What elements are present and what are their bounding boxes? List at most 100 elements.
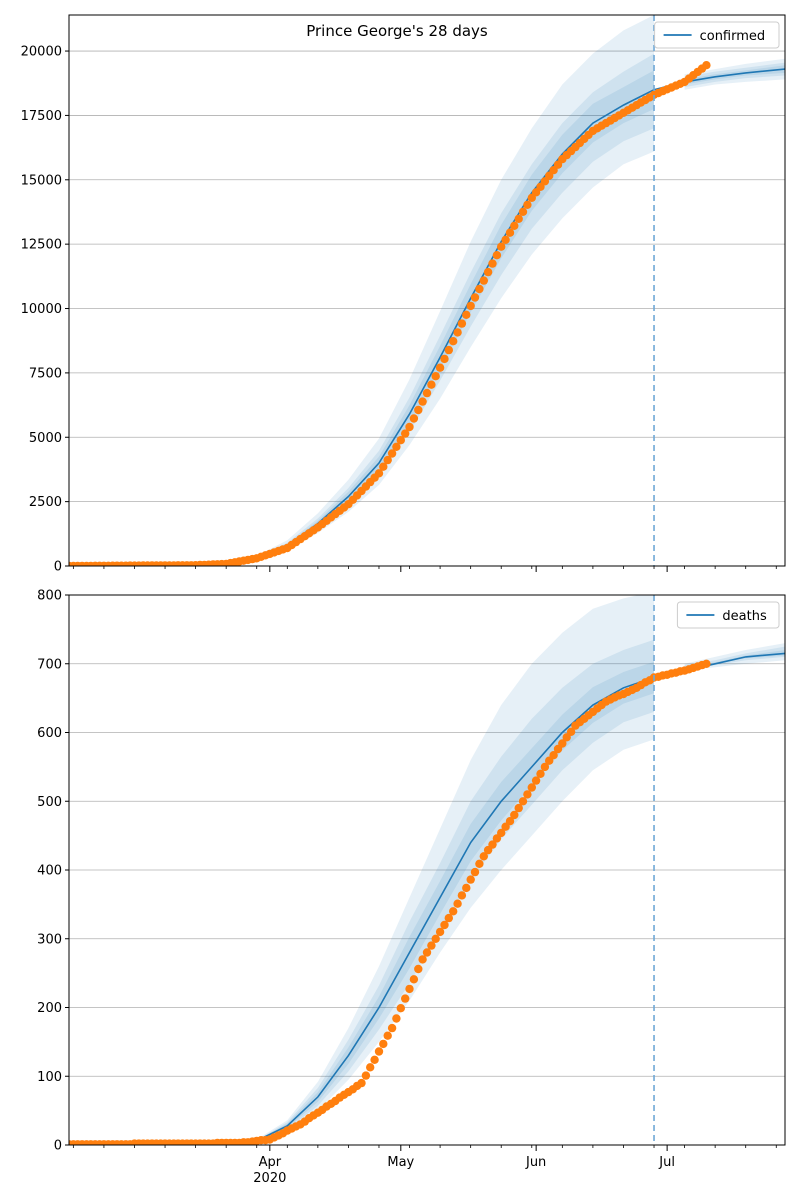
observed-point xyxy=(449,907,458,916)
observed-point xyxy=(366,1063,375,1072)
y-tick-label: 700 xyxy=(37,657,62,672)
observed-point xyxy=(361,1071,371,1080)
y-tick-label: 100 xyxy=(37,1070,62,1085)
observed-point xyxy=(514,214,523,223)
x-tick-label: Apr xyxy=(259,1155,282,1170)
observed-point xyxy=(702,60,711,70)
observed-point xyxy=(497,828,506,838)
plot-area xyxy=(69,595,785,1145)
observed-point xyxy=(514,803,523,813)
observed-point xyxy=(475,859,484,868)
observed-point xyxy=(387,1023,397,1033)
observed-point xyxy=(470,293,480,302)
legend-label: deaths xyxy=(722,609,767,624)
observed-point xyxy=(418,397,427,406)
observed-point xyxy=(401,994,410,1003)
observed-point xyxy=(462,883,471,893)
deaths-chart-panel: 0 100 200 300 400 500 600 700 800 Apr May Jun Jul 202… xyxy=(37,589,786,1186)
observed-point xyxy=(453,328,462,337)
observed-point xyxy=(475,284,484,294)
uncertainty-band xyxy=(69,639,654,1145)
observed-point xyxy=(505,817,515,826)
observed-point xyxy=(523,790,532,799)
observed-point xyxy=(431,934,440,943)
y-tick-label: 20000 xyxy=(21,45,62,60)
observed-point xyxy=(510,221,519,230)
y-tick-label: 2500 xyxy=(29,495,62,510)
observed-point xyxy=(518,207,528,216)
observed-point xyxy=(396,1004,405,1013)
y-tick-label: 300 xyxy=(37,932,62,947)
observed-point xyxy=(483,267,493,277)
observed-point xyxy=(488,259,497,268)
observed-point xyxy=(501,235,510,244)
observed-point xyxy=(505,228,515,237)
observed-point xyxy=(444,913,453,923)
observed-point xyxy=(466,875,475,884)
observed-point xyxy=(418,955,427,964)
legend-box xyxy=(654,21,780,49)
y-tick-label: 5000 xyxy=(29,431,62,446)
observed-point xyxy=(479,852,488,861)
observed-point xyxy=(435,927,445,937)
y-tick-label: 600 xyxy=(37,726,62,741)
observed-point xyxy=(466,301,475,311)
observed-point xyxy=(409,975,419,984)
chart-title: Prince George's 28 days xyxy=(306,22,488,40)
observed-point xyxy=(422,948,432,957)
model-line xyxy=(69,68,785,566)
observed-point xyxy=(383,1031,392,1040)
observed-point xyxy=(374,469,384,478)
observed-point xyxy=(357,1078,366,1088)
x-year-label: 2020 xyxy=(253,1171,286,1186)
observed-point xyxy=(414,405,423,415)
y-tick-label: 400 xyxy=(37,864,62,879)
observed-point xyxy=(444,345,453,355)
observed-point xyxy=(702,659,711,668)
axes-frame xyxy=(68,14,786,567)
uncertainty-band xyxy=(69,15,654,566)
observed-point xyxy=(431,372,440,381)
observed-point xyxy=(549,751,558,760)
observed-point xyxy=(449,337,458,346)
uncertainty-band xyxy=(69,70,654,566)
observed-point xyxy=(405,422,414,432)
observed-point xyxy=(379,1039,388,1049)
y-tick-label: 10000 xyxy=(21,302,62,317)
observed-point xyxy=(370,1055,379,1065)
observed-point xyxy=(540,762,550,772)
uncertainty-band xyxy=(69,595,654,1145)
observed-point xyxy=(470,867,480,877)
observed-point xyxy=(379,462,388,471)
observed-point xyxy=(392,1014,401,1023)
observed-point xyxy=(479,276,488,285)
y-tick-label: 17500 xyxy=(21,109,62,124)
observed-point xyxy=(510,810,519,820)
confirmed-chart-panel: 0 2500 5000 7500 10000 12500 15000 17500 20000 Pr… xyxy=(21,14,786,575)
observed-point xyxy=(536,769,545,778)
observed-point xyxy=(566,727,576,736)
observed-point xyxy=(453,899,462,908)
y-tick-label: 15000 xyxy=(21,173,62,188)
y-tick-label: 500 xyxy=(37,795,62,810)
observed-point xyxy=(527,783,536,792)
uncertainty-band xyxy=(69,661,654,1145)
observed-point xyxy=(492,251,502,260)
legend-label: confirmed xyxy=(700,29,766,44)
legend-box xyxy=(676,601,780,629)
observed-point xyxy=(427,380,436,389)
x-tick-label: May xyxy=(387,1155,414,1170)
observed-point xyxy=(405,984,414,994)
observed-point xyxy=(558,739,567,748)
y-tick-label: 0 xyxy=(54,1139,62,1154)
observed-point xyxy=(488,840,497,849)
observed-point xyxy=(435,363,445,372)
uncertainty-band xyxy=(69,53,654,566)
y-tick-label: 7500 xyxy=(29,366,62,381)
observed-point xyxy=(457,319,467,328)
observed-point xyxy=(518,797,528,806)
observed-point xyxy=(383,455,392,465)
y-tick-label: 200 xyxy=(37,1001,62,1016)
observed-point xyxy=(387,449,397,458)
